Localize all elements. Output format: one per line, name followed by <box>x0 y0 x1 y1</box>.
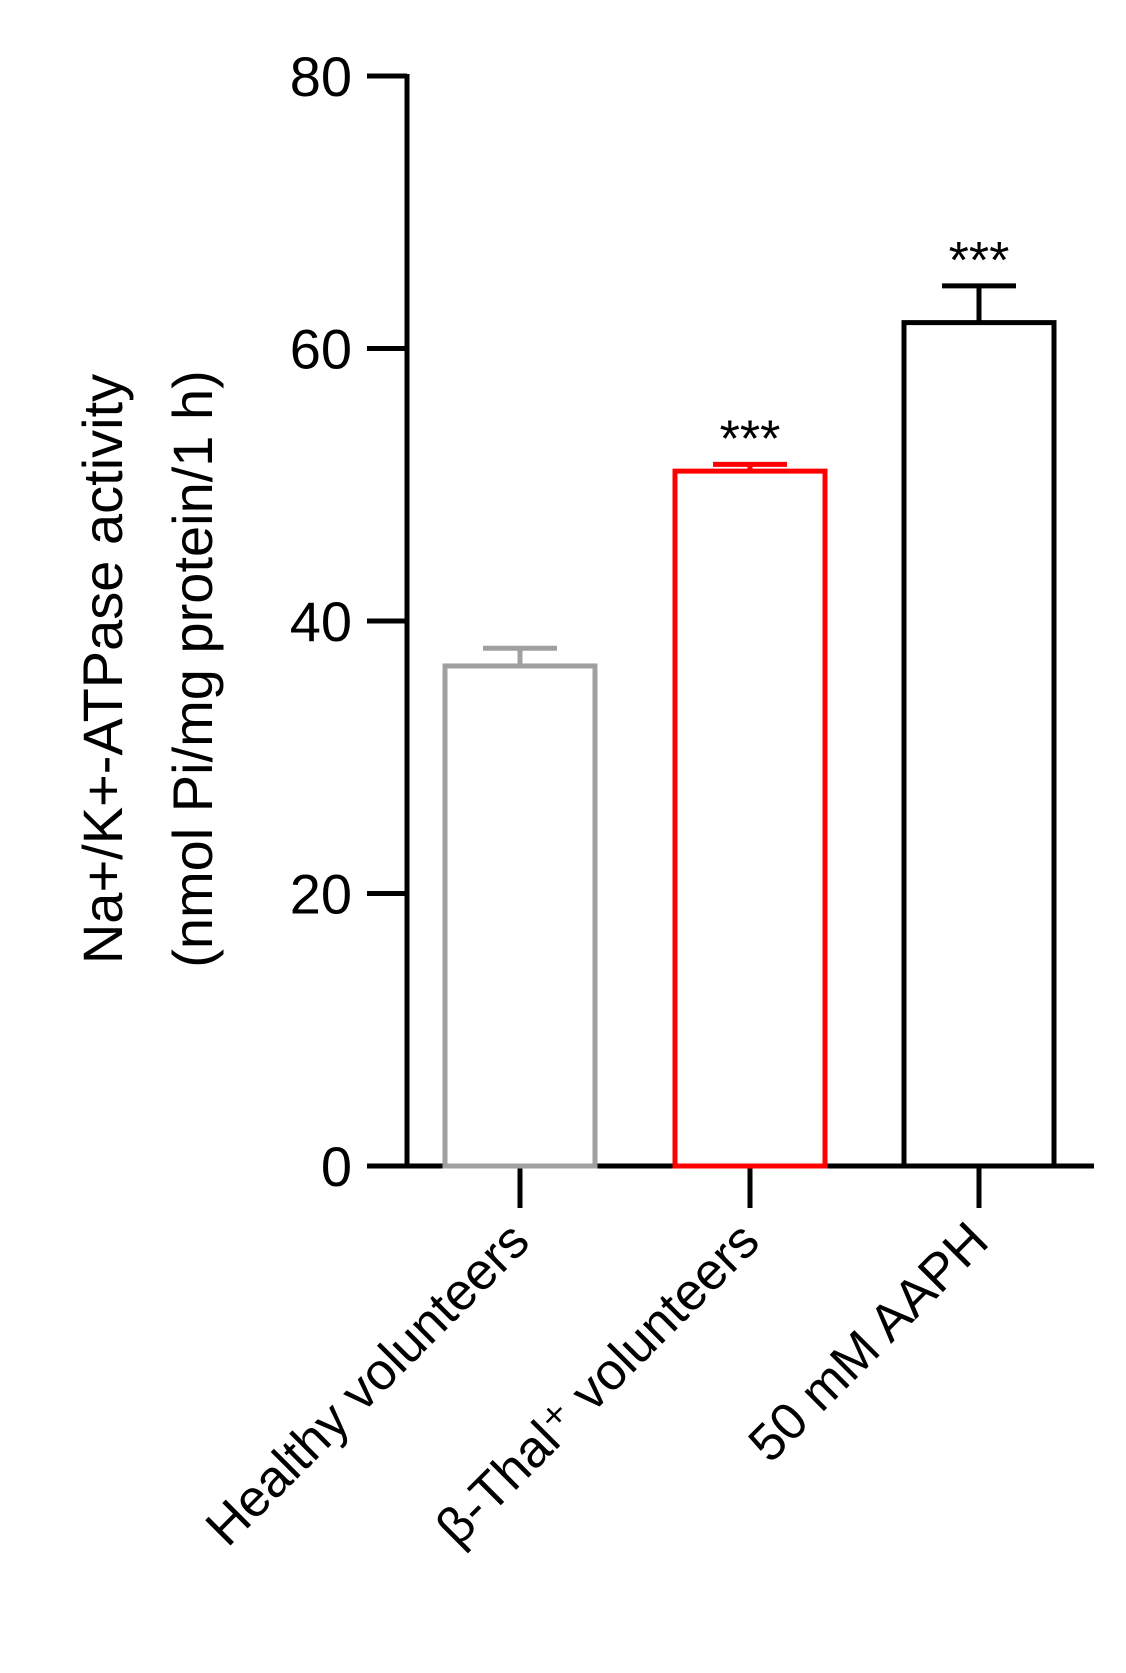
bar <box>672 468 828 1169</box>
y-axis-label-line: (nmol Pi/mg protein/1 h) <box>161 370 224 968</box>
bar <box>901 320 1057 1169</box>
y-tick-label: 80 <box>290 45 352 108</box>
y-axis-label: Na+/K+-ATPase activity (nmol Pi/mg protei… <box>71 370 224 968</box>
y-tick-label: 0 <box>321 1135 352 1198</box>
significance-label: *** <box>949 232 1010 290</box>
y-tick-label: 40 <box>290 590 352 653</box>
y-axis-label-line: Na+/K+-ATPase activity <box>71 374 134 964</box>
bar <box>442 663 598 1169</box>
significance-label: *** <box>720 410 781 468</box>
y-tick-label: 60 <box>290 318 352 381</box>
y-tick-label: 20 <box>290 863 352 926</box>
x-tick-label: 50 mM AAPH <box>738 1211 1000 1473</box>
